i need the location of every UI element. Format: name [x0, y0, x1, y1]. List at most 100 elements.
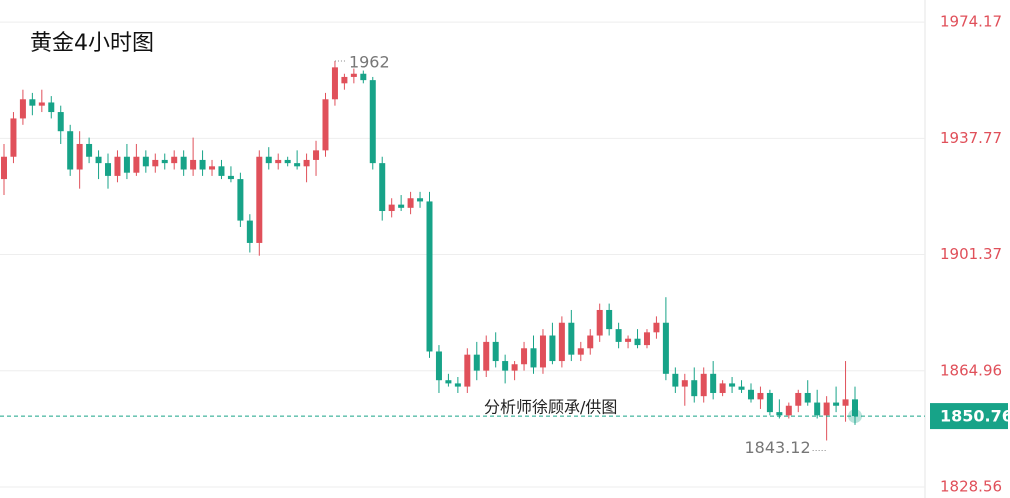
y-tick-label: 1864.96: [940, 361, 1002, 379]
candle-body: [681, 380, 688, 387]
candle-body: [246, 220, 253, 243]
candle-body: [596, 309, 603, 336]
candle-body: [823, 402, 830, 416]
candle-body: [407, 198, 414, 208]
watermark: 分析师徐顾承/供图: [484, 398, 617, 417]
candle-body: [152, 159, 159, 167]
y-tick-label: 1901.37: [940, 245, 1002, 263]
candle-body: [19, 99, 26, 119]
candle-body: [473, 354, 480, 371]
candle-body: [227, 175, 234, 180]
candle-body: [511, 364, 518, 371]
candle-body: [313, 150, 320, 160]
candle-body: [10, 118, 17, 157]
candle-body: [549, 335, 556, 362]
candle-body: [492, 341, 499, 362]
candle-body: [766, 392, 773, 413]
candle-body: [710, 373, 717, 393]
candle-body: [57, 112, 64, 132]
candle-body: [1, 156, 7, 180]
candle-body: [218, 166, 225, 176]
candle-body: [180, 156, 187, 170]
candle-body: [502, 361, 509, 371]
candle-body: [738, 386, 745, 390]
candle-body: [842, 399, 849, 406]
candle-body: [303, 159, 310, 167]
y-tick-label: 1937.77: [940, 129, 1002, 147]
candle-body: [530, 348, 537, 368]
chart-title: 黄金4小时图: [30, 31, 154, 56]
candle-body: [265, 156, 272, 164]
candle-body: [691, 380, 698, 397]
last-price-glow: [848, 409, 862, 424]
candle-body: [464, 354, 471, 387]
candle-body: [804, 392, 811, 403]
candle-body: [852, 399, 858, 417]
candle-body: [445, 380, 452, 384]
candle-body: [190, 159, 197, 170]
candle-body: [662, 322, 669, 374]
y-tick-label: 1828.56: [940, 477, 1002, 495]
candle-body: [776, 412, 783, 416]
candle-body: [757, 392, 764, 400]
candle-body: [426, 201, 433, 352]
candle-body: [95, 156, 102, 164]
candle-body: [284, 159, 291, 164]
candle-body: [483, 341, 490, 371]
candle-body: [795, 392, 802, 406]
candle-body: [672, 373, 679, 387]
candle-body: [747, 389, 754, 400]
candle-body: [237, 179, 244, 221]
candle-body: [67, 131, 74, 170]
candle-body: [256, 156, 263, 243]
candle-body: [199, 159, 206, 170]
candle-body: [341, 76, 348, 84]
candle-body: [653, 322, 660, 333]
candle-body: [615, 329, 622, 342]
candle-body: [38, 102, 45, 106]
candle-body: [105, 163, 112, 176]
last-price-box: [930, 403, 1008, 430]
candle-body: [634, 338, 641, 346]
candle-body: [700, 373, 707, 397]
candle-body: [577, 348, 584, 355]
candle-body: [275, 159, 282, 164]
candle-body: [398, 204, 405, 208]
y-tick-label: 1974.17: [940, 13, 1002, 31]
candle-body: [360, 73, 367, 81]
candle-body: [369, 80, 376, 164]
candle-body: [643, 332, 650, 346]
last-price-label: 1850.76: [940, 407, 1010, 426]
candle-body: [294, 163, 301, 167]
candle-body: [814, 402, 821, 416]
candle-body: [86, 143, 93, 157]
candle-body: [606, 309, 613, 330]
candle-body: [76, 143, 83, 170]
candle-body: [719, 383, 726, 393]
candle-body: [171, 156, 178, 164]
candle-body: [114, 156, 121, 176]
candle-body: [729, 383, 736, 387]
candle-body: [558, 322, 565, 362]
candle-body: [133, 156, 140, 173]
candle-body: [161, 159, 168, 164]
candle-body: [379, 163, 386, 212]
candle-body: [454, 383, 461, 387]
candle-body: [785, 405, 792, 416]
candle-body: [521, 348, 528, 365]
candle-body: [539, 335, 546, 368]
candle-body: [350, 73, 357, 77]
candle-body: [48, 102, 55, 113]
candle-body: [568, 322, 575, 355]
high-label: 1962: [349, 52, 390, 71]
candle-body: [833, 402, 840, 406]
candle-body: [209, 166, 216, 170]
candle-body: [587, 335, 594, 349]
candle-body: [625, 338, 632, 342]
candle-body: [435, 351, 442, 381]
low-label: 1843.12: [744, 438, 810, 457]
candle-body: [331, 67, 338, 100]
candle-body: [417, 198, 424, 202]
candle-body: [388, 204, 395, 212]
